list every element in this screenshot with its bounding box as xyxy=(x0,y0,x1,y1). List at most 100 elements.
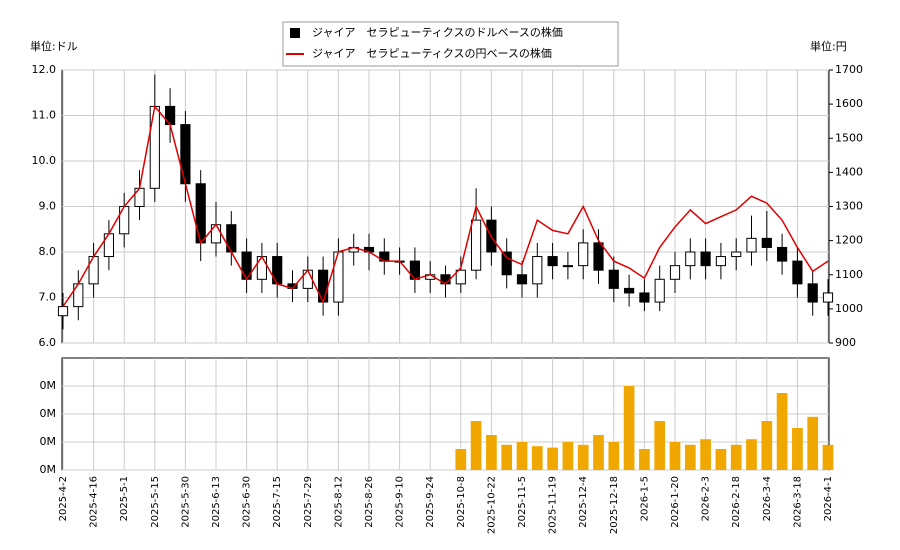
candle-body xyxy=(807,283,818,303)
y-tick-label: 12.0 xyxy=(32,63,57,76)
y2-unit: 単位:円 xyxy=(810,39,847,53)
candle-body xyxy=(73,283,84,308)
candle-body xyxy=(501,251,512,276)
y2-tick-label: 1700 xyxy=(835,63,863,76)
x-tick-label: 2025-10-8 xyxy=(456,476,467,528)
candle-body xyxy=(562,265,573,268)
candle-body xyxy=(302,269,313,289)
x-tick-label: 2026-3-18 xyxy=(792,476,803,528)
candle-body xyxy=(624,287,635,294)
volume-bar xyxy=(516,442,528,470)
y2-tick-label: 1300 xyxy=(835,200,863,213)
candle-body xyxy=(134,187,145,208)
candle-body xyxy=(792,260,803,285)
candle-body xyxy=(516,274,528,285)
x-tick-label: 2026-2-18 xyxy=(731,476,742,528)
x-tick-label: 2025-5-15 xyxy=(150,476,161,528)
candle-body xyxy=(761,237,772,248)
x-tick-label: 2025-6-30 xyxy=(242,476,253,528)
volume-bar xyxy=(654,421,666,470)
volume-bar xyxy=(822,444,834,470)
candle-body xyxy=(608,269,619,289)
candle-body xyxy=(822,292,834,303)
volume-bar xyxy=(608,442,620,470)
volume-bar xyxy=(669,442,681,470)
candle-body xyxy=(256,256,267,280)
legend-box xyxy=(282,21,619,67)
legend-swatch xyxy=(290,28,300,38)
candle-body xyxy=(88,256,99,285)
candle-body xyxy=(195,183,206,244)
volume-bar xyxy=(761,421,773,470)
volume-bar xyxy=(501,444,513,470)
y-tick-label: 10.0 xyxy=(32,154,57,167)
candle-body xyxy=(471,219,482,271)
y-tick-label: 6.0 xyxy=(39,336,57,349)
candle-body xyxy=(226,224,237,253)
candle-body xyxy=(669,265,681,280)
volume-bar xyxy=(470,421,482,470)
y2-tick-label: 1500 xyxy=(835,131,863,144)
candle-body xyxy=(715,256,726,267)
candle-body xyxy=(57,306,69,317)
volume-bar xyxy=(746,439,757,470)
y2-tick-label: 1600 xyxy=(835,97,863,110)
candle-body xyxy=(777,246,788,262)
y-tick-label: 9.0 xyxy=(39,200,57,213)
candle-body xyxy=(149,105,160,189)
candle-body xyxy=(180,124,191,185)
volume-bar xyxy=(715,449,727,470)
volume-bar xyxy=(639,449,650,470)
candle-body xyxy=(731,251,742,258)
candle-body xyxy=(547,256,558,267)
y-unit: 単位:ドル xyxy=(30,39,78,53)
x-tick-label: 2025-11-5 xyxy=(517,476,528,528)
x-tick-label: 2025-8-12 xyxy=(333,476,344,528)
y2-tick-label: 1000 xyxy=(835,302,863,315)
x-tick-label: 2025-5-1 xyxy=(119,476,130,521)
x-tick-label: 2025-9-24 xyxy=(425,476,436,528)
x-tick-label: 2025-10-22 xyxy=(486,476,497,534)
volume-bar xyxy=(562,442,574,470)
volume-bar xyxy=(623,386,635,470)
candle-body xyxy=(119,206,130,235)
volume-bar xyxy=(807,416,819,470)
candle-body xyxy=(103,233,114,258)
volume-bar xyxy=(486,435,497,470)
volume-bar xyxy=(531,446,543,470)
legend-label: ジャイア セラピューティクスのドルベースの株価 xyxy=(312,25,563,39)
y2-tick-label: 1400 xyxy=(835,165,863,178)
y-tick-label: 0M xyxy=(40,379,57,392)
y-tick-label: 8.0 xyxy=(39,245,57,258)
volume-bar xyxy=(700,439,711,470)
x-tick-label: 2025-12-4 xyxy=(578,476,589,528)
volume-bar xyxy=(684,444,696,470)
candle-body xyxy=(333,251,344,303)
candle-body xyxy=(455,269,466,285)
candle-body xyxy=(746,237,757,253)
volume-bar xyxy=(792,428,803,470)
x-tick-label: 2025-5-30 xyxy=(180,476,191,528)
x-tick-label: 2025-12-18 xyxy=(609,476,620,534)
candle-body xyxy=(532,256,543,285)
x-tick-label: 2026-1-20 xyxy=(670,476,681,528)
volume-bar xyxy=(577,444,589,470)
candle-body xyxy=(685,251,696,267)
y-tick-label: 7.0 xyxy=(39,291,57,304)
y2-tick-label: 900 xyxy=(835,336,856,349)
x-tick-label: 2025-8-26 xyxy=(364,476,375,528)
candle-body xyxy=(700,251,711,267)
candle-body xyxy=(654,278,665,303)
price-line xyxy=(62,104,829,307)
y-tick-label: 0M xyxy=(40,407,57,420)
candle-body xyxy=(593,242,604,271)
y-tick-label: 0M xyxy=(40,435,57,448)
volume-bar xyxy=(730,444,742,470)
x-tick-label: 2025-11-19 xyxy=(548,476,559,534)
candle-body xyxy=(409,260,420,280)
x-tick-label: 2025-4-16 xyxy=(89,476,100,528)
candle-body xyxy=(318,269,329,303)
volume-bar xyxy=(455,449,467,470)
x-tick-label: 2026-1-5 xyxy=(639,476,650,521)
